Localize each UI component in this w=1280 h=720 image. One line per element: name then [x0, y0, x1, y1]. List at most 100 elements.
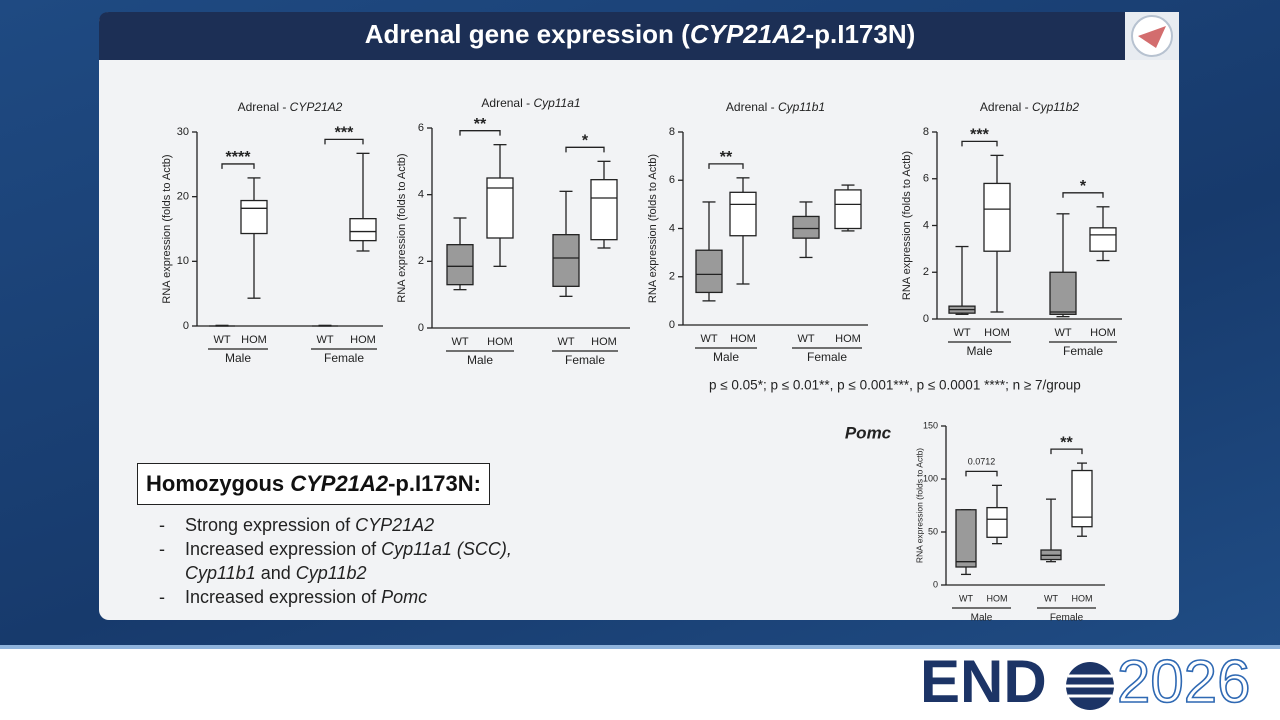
box — [349, 218, 377, 242]
y-tick-label: 8 — [923, 126, 929, 138]
text-segment: Adrenal - — [481, 96, 533, 110]
y-tick-label: 10 — [177, 255, 189, 267]
group-label: Male — [713, 350, 739, 364]
significance-bracket — [221, 163, 255, 169]
x-tick-label: HOM — [835, 333, 861, 345]
bullet: Increased expression of Cyp11a1 (SCC), C… — [159, 537, 565, 585]
logo-year: 2026 — [1117, 648, 1250, 715]
bullet-list: Strong expression of CYP21A2Increased ex… — [137, 513, 565, 609]
significance-bracket — [961, 140, 998, 147]
x-tick-label: WT — [1044, 593, 1058, 603]
significance-label: ** — [474, 116, 487, 133]
chart-title: Adrenal - Cyp11b2 — [980, 100, 1080, 114]
y-tick-label: 4 — [418, 189, 424, 201]
box — [1049, 271, 1077, 315]
x-tick-label: HOM — [1090, 327, 1116, 339]
box — [983, 182, 1011, 252]
x-tick-label: WT — [797, 333, 814, 345]
text-segment: CYP21A2 — [690, 19, 806, 49]
significance-label: * — [1080, 178, 1087, 195]
y-axis-label: RNA expression (folds to Actb) — [396, 153, 408, 302]
y-tick-label: 50 — [928, 526, 938, 536]
x-tick-label: WT — [213, 334, 230, 346]
group-label: Male — [966, 344, 992, 358]
bullet: Strong expression of CYP21A2 — [159, 513, 565, 537]
text-segment: CYP21A2 — [290, 471, 389, 496]
chart-title: Adrenal - Cyp11b1 — [726, 100, 825, 114]
y-tick-label: 0 — [669, 319, 675, 331]
x-tick-label: WT — [1054, 327, 1071, 339]
group-label: Female — [807, 350, 847, 364]
box — [446, 244, 474, 286]
box — [590, 179, 618, 241]
y-tick-label: 4 — [923, 219, 929, 231]
text-segment: CYP21A2 — [290, 100, 343, 114]
x-tick-label: HOM — [730, 333, 756, 345]
box — [486, 177, 514, 239]
group-label: Female — [324, 351, 364, 365]
significance-label: 0.0712 — [968, 457, 996, 467]
text-segment: Cyp11b2 — [1032, 100, 1079, 114]
y-tick-label: 8 — [669, 126, 675, 138]
x-tick-label: WT — [959, 593, 973, 603]
group-label: Male — [467, 353, 493, 367]
y-tick-label: 2 — [923, 266, 929, 278]
y-axis-label: RNA expression (folds to Actb) — [647, 154, 659, 303]
y-tick-label: 6 — [418, 122, 424, 134]
y-axis-label: RNA expression (folds to Actb) — [914, 448, 924, 563]
y-tick-label: 20 — [177, 191, 189, 203]
x-tick-label: WT — [953, 327, 970, 339]
box — [729, 191, 757, 237]
chart-title: Pomc — [845, 423, 892, 442]
x-tick-label: HOM — [487, 336, 513, 348]
x-tick-label: HOM — [241, 334, 267, 346]
x-tick-label: HOM — [1072, 593, 1093, 603]
text-segment: -p.I173N) — [805, 19, 915, 49]
summary: Homozygous CYP21A2-p.I173N: Strong expre… — [137, 463, 565, 609]
box — [986, 506, 1008, 538]
text-segment: Increased expression of — [185, 587, 382, 607]
significance-bracket — [708, 163, 744, 169]
text-segment: Adrenal - — [726, 100, 778, 114]
y-tick-label: 2 — [418, 255, 424, 267]
significance-bracket — [565, 146, 605, 153]
text-segment: Adrenal - — [238, 100, 290, 114]
box — [955, 509, 977, 568]
x-tick-label: WT — [451, 336, 468, 348]
summary-heading: Homozygous CYP21A2-p.I173N: — [137, 463, 490, 505]
footnote: p ≤ 0.05*; p ≤ 0.01**, p ≤ 0.001***, p ≤… — [709, 378, 1081, 393]
footer-stripe — [0, 645, 1280, 649]
box — [552, 234, 580, 287]
y-tick-label: 30 — [177, 126, 189, 138]
text-segment: CYP21A2 — [355, 515, 435, 535]
y-axis-label: RNA expression (folds to Actb) — [161, 154, 173, 303]
box — [1071, 469, 1093, 528]
significance-bracket — [459, 130, 501, 136]
significance-bracket — [1050, 448, 1083, 455]
text-segment: Adrenal gene expression ( — [365, 19, 690, 49]
text-segment: Cyp11a1 — [533, 96, 580, 110]
significance-bracket — [965, 470, 998, 477]
x-tick-label: WT — [557, 336, 574, 348]
logo-globe-lines — [1066, 674, 1114, 698]
x-tick-label: WT — [316, 334, 333, 346]
x-tick-label: HOM — [591, 336, 617, 348]
significance-bracket — [324, 138, 364, 145]
chart-title: Adrenal - Cyp11a1 — [481, 96, 580, 110]
box — [834, 189, 862, 230]
text-segment: Increased expression of — [185, 539, 382, 559]
x-tick-label: HOM — [987, 593, 1008, 603]
badge-mark — [1138, 26, 1166, 48]
slide-title: Adrenal gene expression (CYP21A2-p.I173N… — [365, 19, 916, 49]
y-tick-label: 150 — [923, 420, 938, 430]
y-tick-label: 6 — [669, 174, 675, 186]
box — [695, 249, 723, 294]
y-tick-label: 2 — [669, 271, 675, 283]
text-segment: Cyp11a1 (SCC), Cyp11b1 — [185, 539, 512, 583]
group-label: Female — [565, 353, 605, 367]
chart-title: Adrenal - CYP21A2 — [238, 100, 343, 114]
y-tick-label: 0 — [418, 322, 424, 334]
text-segment: Pomc — [381, 587, 428, 607]
group-label: Male — [971, 613, 993, 624]
